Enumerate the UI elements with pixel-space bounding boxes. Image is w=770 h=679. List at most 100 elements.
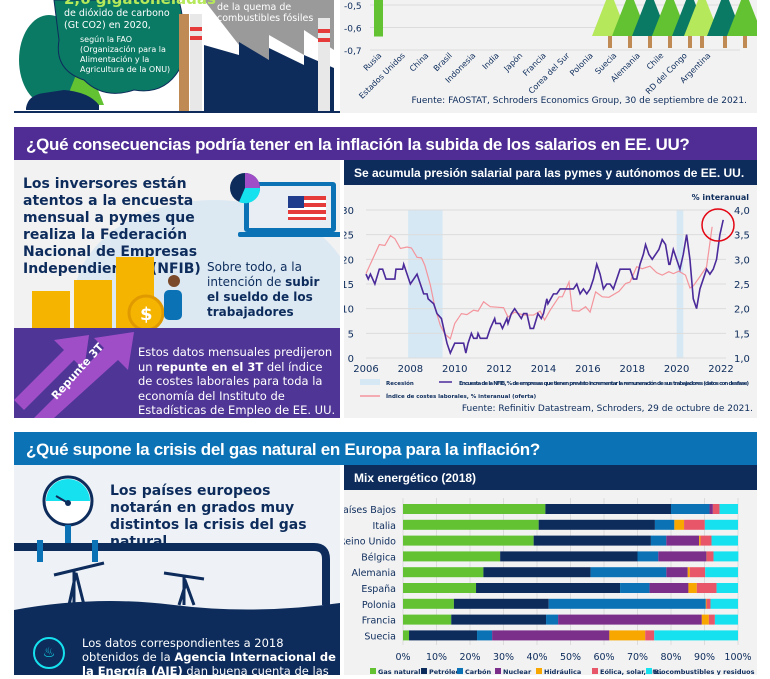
x-tick-label: 2010: [442, 364, 467, 375]
bar-segment-Gas natural: [403, 567, 483, 577]
y-tick-label: -0,6: [344, 25, 362, 35]
y-tick-label: -0,5: [344, 2, 362, 12]
category-label: Reino Unido: [344, 537, 396, 548]
chart-source: Fuente: FAOSTAT, Schroders Economics Gro…: [411, 96, 747, 106]
mix-chart-panel: 0%10%20%30%40%50%60%70%80%90%100%Países …: [344, 490, 757, 675]
category-label: España: [361, 584, 396, 595]
bar-segment-Nuclear: [650, 583, 689, 593]
bar-segment-Nuclear: [666, 536, 699, 546]
wages-chart-title: Se acumula presión salarial para las pym…: [344, 160, 757, 185]
bar-segment-Eólica, solar, etc.: [684, 520, 705, 530]
x-tick-label: 2018: [620, 364, 645, 375]
x-tick-label: 100%: [724, 652, 751, 663]
bar-segment-Nuclear: [710, 504, 713, 514]
x-tick-label: 2006: [353, 364, 378, 375]
bar-segment-Nuclear: [558, 615, 702, 625]
category-label: Suecia: [364, 631, 396, 642]
x-tick-label: 80%: [660, 652, 681, 663]
bar-segment-Eólica, solar, etc.: [700, 536, 711, 546]
bar-segment-Petróleo: [534, 536, 651, 546]
x-tick-label: 50%: [560, 652, 581, 663]
bar-segment-Hidráulica: [699, 536, 700, 546]
x-tick-label: Brasil: [432, 51, 454, 73]
bar-segment-Eólica, solar, etc.: [645, 630, 654, 640]
y-right-tick-label: 3,0: [734, 255, 750, 266]
y-right-tick-label: 4,0: [734, 206, 750, 217]
bar-segment-Biocombustibles y residuos: [714, 551, 739, 561]
x-tick-label: 2016: [575, 364, 600, 375]
bar-segment-Nuclear: [658, 551, 706, 561]
bar-segment-Gas natural: [403, 536, 534, 546]
bar-segment-Nuclear: [492, 630, 609, 640]
legend-swatch-recession: [360, 379, 380, 385]
legend-label: Carbón: [465, 668, 491, 675]
highlight-circle: [702, 209, 734, 241]
y-right-tick-label: 1,0: [734, 354, 750, 365]
bar-segment-Petróleo: [539, 520, 655, 530]
y-left-tick-label: 20: [344, 255, 354, 266]
bar-segment-Carbón: [620, 583, 649, 593]
legend-swatch: [592, 668, 598, 674]
legend-label-nfib: Encuesta de la NFIB, % de empresas que t…: [459, 380, 749, 387]
category-label: Bélgica: [361, 552, 396, 563]
y-right-tick-label: 2,0: [734, 305, 750, 316]
x-tick-label: 2020: [664, 364, 689, 375]
bottom-text-bold: repunte en el 3T: [156, 360, 263, 374]
x-tick-label: 2012: [486, 364, 511, 375]
y-right-tick-label: 3,5: [734, 231, 750, 242]
bar-segment-Petróleo: [545, 504, 671, 514]
legend-swatch: [495, 668, 501, 674]
bar-segment-Carbón: [638, 551, 659, 561]
x-tick-label: 2008: [398, 364, 423, 375]
bar-segment-Petróleo: [483, 567, 590, 577]
bar-segment-Eólica, solar, etc.: [709, 615, 715, 625]
category-label: Polonia: [362, 600, 396, 611]
bar-segment-Hidráulica: [688, 567, 690, 577]
bar-segment-Hidráulica: [609, 630, 645, 640]
bar-segment-Biocombustibles y residuos: [712, 536, 738, 546]
laptop-flag-illustration: [224, 170, 340, 240]
bar-segment-Hidráulica: [688, 583, 696, 593]
bar-segment-Carbón: [549, 599, 706, 609]
x-tick-label: Rusia: [362, 51, 384, 73]
legend-swatch: [421, 668, 427, 674]
flame-icon: ♨: [33, 637, 65, 669]
x-tick-label: 0%: [395, 652, 410, 663]
bar-segment-Biocombustibles y residuos: [717, 583, 738, 593]
x-tick-label: 20%: [459, 652, 480, 663]
bar-segment-Hidráulica: [674, 520, 684, 530]
bar-segment-Carbón: [651, 536, 666, 546]
bar-segment-Gas natural: [403, 520, 539, 530]
x-tick-label: Polonia: [568, 51, 595, 78]
y-left-tick-label: 5: [348, 329, 354, 340]
bar-segment-Carbón: [591, 567, 667, 577]
y-left-tick-label: 10: [344, 305, 354, 316]
section-header-wages: ¿Qué consecuencias podría tener en la in…: [14, 127, 757, 160]
x-tick-label: 90%: [694, 652, 715, 663]
bar-segment-Eólica, solar, etc.: [690, 567, 705, 577]
x-tick-label: 2022: [708, 364, 733, 375]
wages-bottom-text: Estos datos mensuales predijeron un repu…: [138, 345, 338, 418]
x-tick-label: India: [481, 51, 501, 71]
category-label: Alemania: [351, 568, 396, 579]
legend-label-recession: Recesión: [386, 380, 414, 387]
x-tick-label: 70%: [627, 652, 648, 663]
mix-chart-title: Mix energético (2018): [344, 465, 757, 490]
fao-text: según la FAO (Organización para la Alime…: [80, 35, 180, 75]
legend-label: Nuclear: [503, 668, 532, 675]
legend-label: Hidráulica: [544, 668, 581, 675]
legend-label: Biocombustibles y residuos: [654, 668, 755, 675]
bar-segment-Gas natural: [403, 630, 409, 640]
section-header-gas: ¿Qué supone la crisis del gas natural en…: [14, 432, 757, 465]
legend-swatch: [536, 668, 542, 674]
legend-label: Eólica, solar, etc.: [600, 668, 662, 675]
energy-mix-chart: 0%10%20%30%40%50%60%70%80%90%100%Países …: [344, 490, 757, 675]
x-tick-label: China: [408, 51, 431, 74]
y-left-tick-label: 25: [344, 231, 354, 242]
bar-segment-Carbón: [546, 615, 558, 625]
bar-segment-Biocombustibles y residuos: [654, 630, 738, 640]
smoke-text: de la quema de combustibles fósiles: [217, 2, 317, 24]
bar-segment-Biocombustibles y residuos: [715, 615, 738, 625]
bar-segment-Petróleo: [451, 615, 546, 625]
